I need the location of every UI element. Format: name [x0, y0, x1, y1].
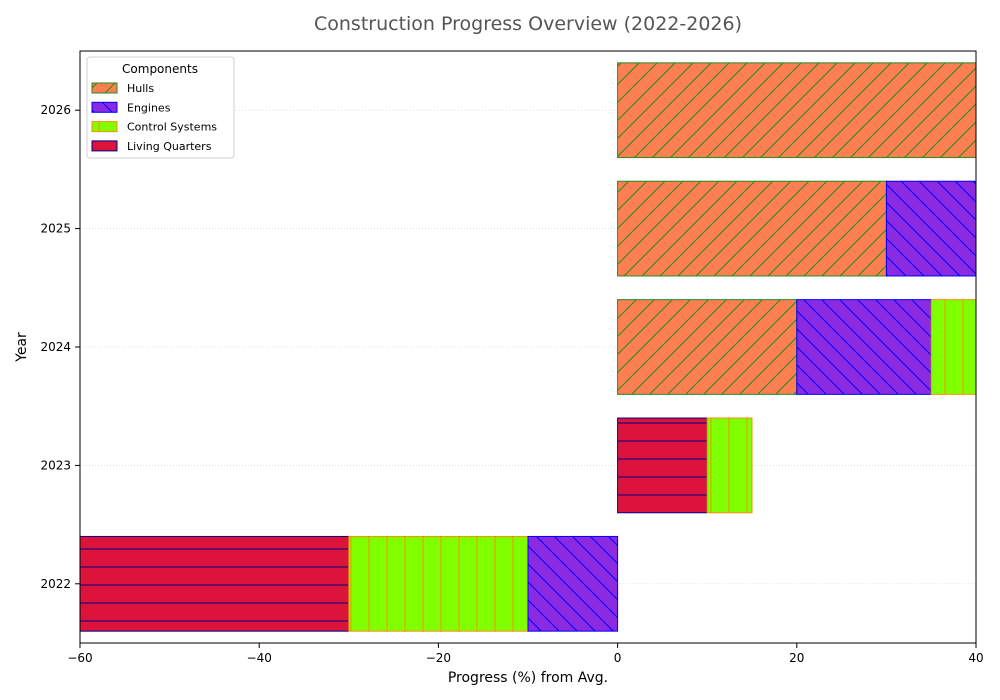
bar-2024-hulls: [617, 299, 798, 395]
y-tick-label: 2022: [40, 577, 71, 591]
legend-label-hulls: Hulls: [127, 82, 154, 95]
bar-2022-control-systems: [348, 535, 529, 632]
legend-swatch-engines: [91, 101, 118, 113]
legend-label-engines: Engines: [127, 101, 171, 114]
x-tick-label: −40: [247, 651, 272, 665]
y-tick-label: 2026: [40, 103, 71, 117]
chart-title: Construction Progress Overview (2022-202…: [314, 13, 742, 35]
x-axis-ticks: −60 −40 −20 0 20 40: [67, 643, 984, 665]
bar-2025-hulls: [617, 180, 887, 277]
legend-title: Components: [122, 62, 198, 76]
bars: [79, 62, 977, 632]
legend-swatch-control-systems: [91, 121, 118, 133]
y-tick-label: 2025: [40, 222, 71, 236]
legend-swatch-hulls: [91, 82, 118, 94]
legend-box: [86, 56, 235, 159]
x-tick-label: −60: [67, 651, 92, 665]
x-tick-label: 20: [789, 651, 804, 665]
legend-label-control-systems: Control Systems: [127, 121, 217, 134]
bar-2025-engines: [885, 180, 977, 277]
bar-2022-engines: [527, 535, 619, 632]
x-tick-label: 40: [968, 651, 983, 665]
x-tick-label: −20: [426, 651, 451, 665]
bar-2024-engines: [796, 299, 932, 395]
y-axis-label: Year: [14, 332, 30, 363]
bar-2024-control-systems: [930, 299, 977, 395]
x-axis-label: Progress (%) from Avg.: [448, 670, 608, 686]
bar-2023-control-systems: [706, 417, 753, 514]
x-tick-label: 0: [614, 651, 622, 665]
y-axis-ticks: 2022 2023 2024 2025 2026: [40, 103, 80, 591]
y-tick-label: 2023: [40, 458, 71, 472]
legend-label-living-quarters: Living Quarters: [127, 140, 212, 153]
legend: Components Hulls Engines Control Systems Liv…: [86, 56, 235, 159]
legend-swatch-living-quarters: [91, 140, 118, 152]
bar-2026-hulls: [617, 62, 977, 159]
bar-2022-living-quarters: [79, 535, 350, 632]
y-tick-label: 2024: [40, 340, 71, 354]
bar-2023-living-quarters: [617, 417, 708, 514]
